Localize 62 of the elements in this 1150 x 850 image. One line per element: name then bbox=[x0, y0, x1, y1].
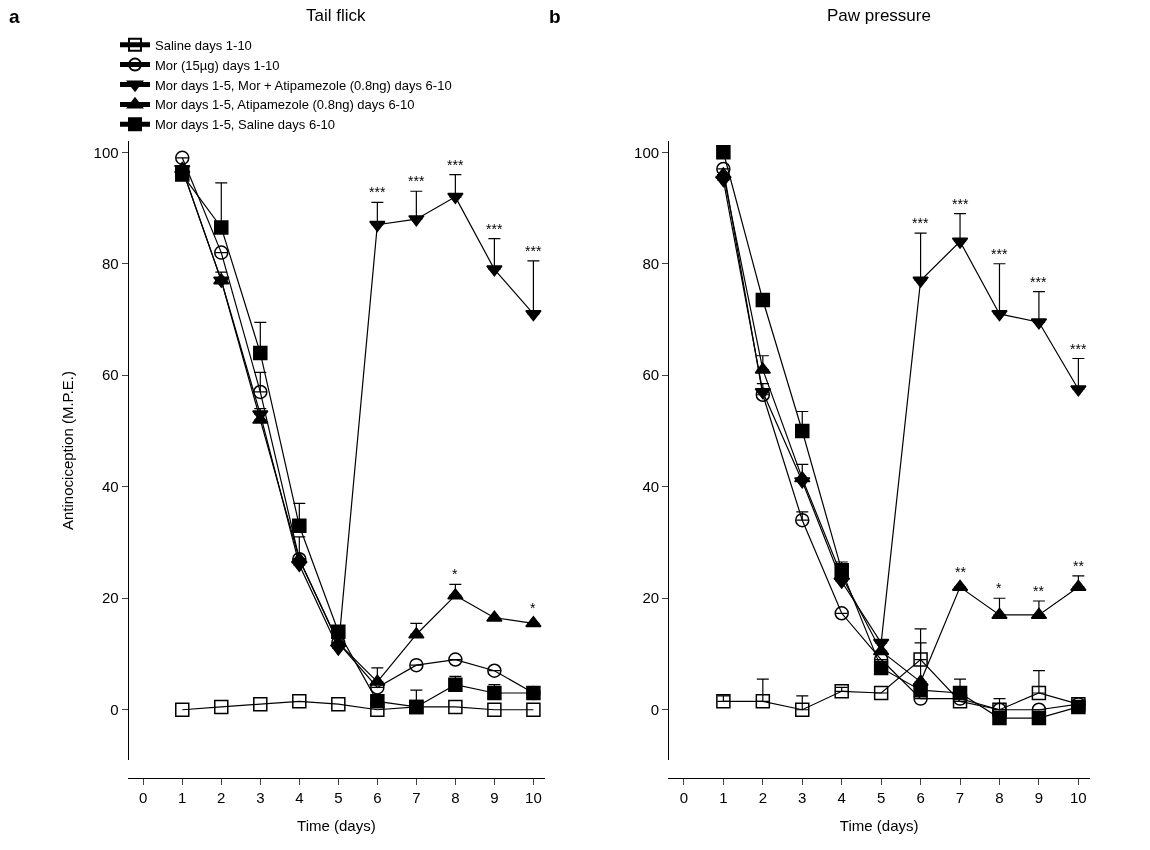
x-tick-label: 6 bbox=[373, 788, 382, 806]
y-tick-label: 20 bbox=[642, 589, 660, 607]
x-tick-label: 5 bbox=[334, 788, 343, 806]
x-tick-label: 0 bbox=[679, 788, 689, 806]
chart-title: Paw pressure bbox=[827, 6, 931, 25]
x-tick-label: 4 bbox=[837, 788, 846, 806]
y-tick-label: 80 bbox=[101, 255, 119, 272]
annotation: * bbox=[452, 566, 458, 582]
text: b bbox=[549, 6, 561, 27]
y-tick-label: 60 bbox=[642, 366, 660, 384]
x-tick-label: 8 bbox=[995, 788, 1004, 806]
y-tick-label: 60 bbox=[101, 366, 119, 384]
text: a bbox=[9, 6, 20, 27]
legend-label: Mor (15µg) days 1-10 bbox=[155, 57, 280, 73]
legend-label: Mor days 1-5, Saline days 6-10 bbox=[155, 117, 335, 133]
annotation: *** bbox=[408, 173, 425, 189]
y-tick-label: 0 bbox=[650, 700, 660, 718]
x-tick-label: 7 bbox=[955, 788, 965, 806]
x-tick-label: 3 bbox=[798, 788, 807, 806]
x-axis-title: Time (days) bbox=[297, 816, 376, 834]
x-tick-label: 9 bbox=[490, 788, 499, 806]
annotation: * bbox=[996, 580, 1002, 596]
x-tick-label: 9 bbox=[1034, 788, 1044, 806]
annotation: *** bbox=[912, 215, 929, 231]
x-tick-label: 1 bbox=[178, 788, 187, 806]
y-tick-label: 40 bbox=[101, 477, 119, 495]
x-tick-label: 1 bbox=[719, 788, 728, 806]
annotation: *** bbox=[952, 196, 969, 212]
x-tick-label: 6 bbox=[916, 788, 925, 806]
y-axis-title: Antinociception (M.P.E.) bbox=[58, 371, 76, 530]
legend-label: Mor days 1-5, Atipamezole (0.8ng) days 6-10 bbox=[155, 97, 415, 113]
annotation: * bbox=[530, 600, 536, 616]
x-tick-label: 10 bbox=[525, 788, 542, 806]
annotation: *** bbox=[1070, 341, 1087, 357]
x-tick-label: 2 bbox=[758, 788, 767, 806]
x-tick-label: 4 bbox=[295, 788, 304, 806]
y-tick-label: 80 bbox=[642, 255, 660, 272]
annotation: ** bbox=[1073, 558, 1085, 574]
x-axis-title: Time (days) bbox=[839, 816, 919, 834]
annotation: *** bbox=[447, 157, 464, 173]
y-tick-label: 100 bbox=[93, 143, 119, 161]
annotation: ** bbox=[1033, 583, 1045, 599]
legend-label: Saline days 1-10 bbox=[155, 37, 252, 53]
y-tick-label: 40 bbox=[642, 477, 660, 495]
x-tick-label: 5 bbox=[876, 788, 886, 806]
annotation: *** bbox=[486, 221, 503, 237]
annotation: *** bbox=[525, 243, 542, 259]
x-tick-label: 2 bbox=[217, 788, 226, 806]
x-tick-label: 0 bbox=[139, 788, 148, 806]
y-tick-label: 100 bbox=[634, 143, 660, 161]
x-tick-label: 7 bbox=[412, 788, 421, 806]
y-tick-label: 0 bbox=[110, 700, 119, 718]
annotation: *** bbox=[1030, 274, 1047, 290]
y-tick-label: 20 bbox=[101, 589, 119, 607]
x-tick-label: 3 bbox=[256, 788, 265, 806]
x-tick-label: 8 bbox=[451, 788, 460, 806]
chart-title: Tail flick bbox=[306, 6, 367, 25]
annotation: *** bbox=[369, 184, 386, 200]
annotation: ** bbox=[955, 564, 967, 580]
legend-label: Mor days 1-5, Mor + Atipamezole (0.8ng) days 6-10 bbox=[155, 77, 452, 93]
annotation: *** bbox=[991, 246, 1008, 262]
x-tick-label: 10 bbox=[1070, 788, 1087, 806]
